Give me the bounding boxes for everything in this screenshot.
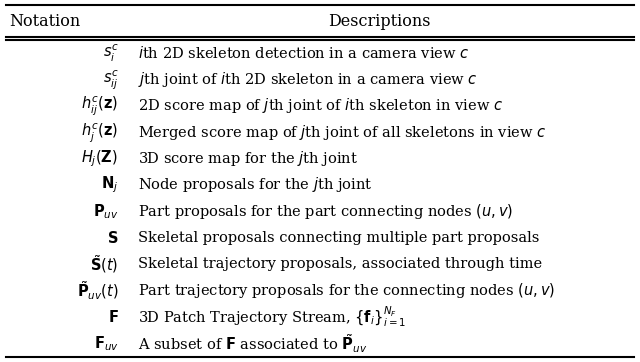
Text: Notation: Notation <box>10 13 81 30</box>
Text: 3D score map for the $j$th joint: 3D score map for the $j$th joint <box>138 149 358 168</box>
Text: $\mathbf{F}$: $\mathbf{F}$ <box>108 309 118 325</box>
Text: $\mathbf{N}_j$: $\mathbf{N}_j$ <box>101 175 118 195</box>
Text: $j$th joint of $i$th 2D skeleton in a camera view $c$: $j$th joint of $i$th 2D skeleton in a ca… <box>138 70 477 89</box>
Text: $\tilde{\mathbf{S}}(t)$: $\tilde{\mathbf{S}}(t)$ <box>90 253 118 275</box>
Text: Part trajectory proposals for the connecting nodes $(u, v)$: Part trajectory proposals for the connec… <box>138 281 555 300</box>
Text: Node proposals for the $j$th joint: Node proposals for the $j$th joint <box>138 176 372 194</box>
Text: Skeletal proposals connecting multiple part proposals: Skeletal proposals connecting multiple p… <box>138 231 539 245</box>
Text: $s_{ij}^c$: $s_{ij}^c$ <box>102 68 118 91</box>
Text: $h_j^c(\mathbf{z})$: $h_j^c(\mathbf{z})$ <box>81 121 118 144</box>
Text: Merged score map of $j$th joint of all skeletons in view $c$: Merged score map of $j$th joint of all s… <box>138 123 546 142</box>
Text: 3D Patch Trajectory Stream, $\{\mathbf{f}_i\}_{i=1}^{N_F}$: 3D Patch Trajectory Stream, $\{\mathbf{f… <box>138 305 406 329</box>
Text: 2D score map of $j$th joint of $i$th skeleton in view $c$: 2D score map of $j$th joint of $i$th ske… <box>138 96 503 115</box>
Text: Part proposals for the part connecting nodes $(u, v)$: Part proposals for the part connecting n… <box>138 202 513 221</box>
Text: $s_i^c$: $s_i^c$ <box>102 42 118 64</box>
Text: $h_{ij}^c(\mathbf{z})$: $h_{ij}^c(\mathbf{z})$ <box>81 94 118 117</box>
Text: Skeletal trajectory proposals, associated through time: Skeletal trajectory proposals, associate… <box>138 257 541 271</box>
Text: $\mathbf{F}_{uv}$: $\mathbf{F}_{uv}$ <box>93 334 118 353</box>
Text: $\mathbf{S}$: $\mathbf{S}$ <box>107 230 118 246</box>
Text: $H_j(\mathbf{Z})$: $H_j(\mathbf{Z})$ <box>81 148 118 169</box>
Text: $\tilde{\mathbf{P}}_{uv}(t)$: $\tilde{\mathbf{P}}_{uv}(t)$ <box>77 279 118 302</box>
Text: $\mathbf{P}_{uv}$: $\mathbf{P}_{uv}$ <box>93 202 118 221</box>
Text: $i$th 2D skeleton detection in a camera view $c$: $i$th 2D skeleton detection in a camera … <box>138 45 469 61</box>
Text: Descriptions: Descriptions <box>328 13 431 30</box>
Text: A subset of $\mathbf{F}$ associated to $\tilde{\mathbf{P}}_{uv}$: A subset of $\mathbf{F}$ associated to $… <box>138 332 367 355</box>
